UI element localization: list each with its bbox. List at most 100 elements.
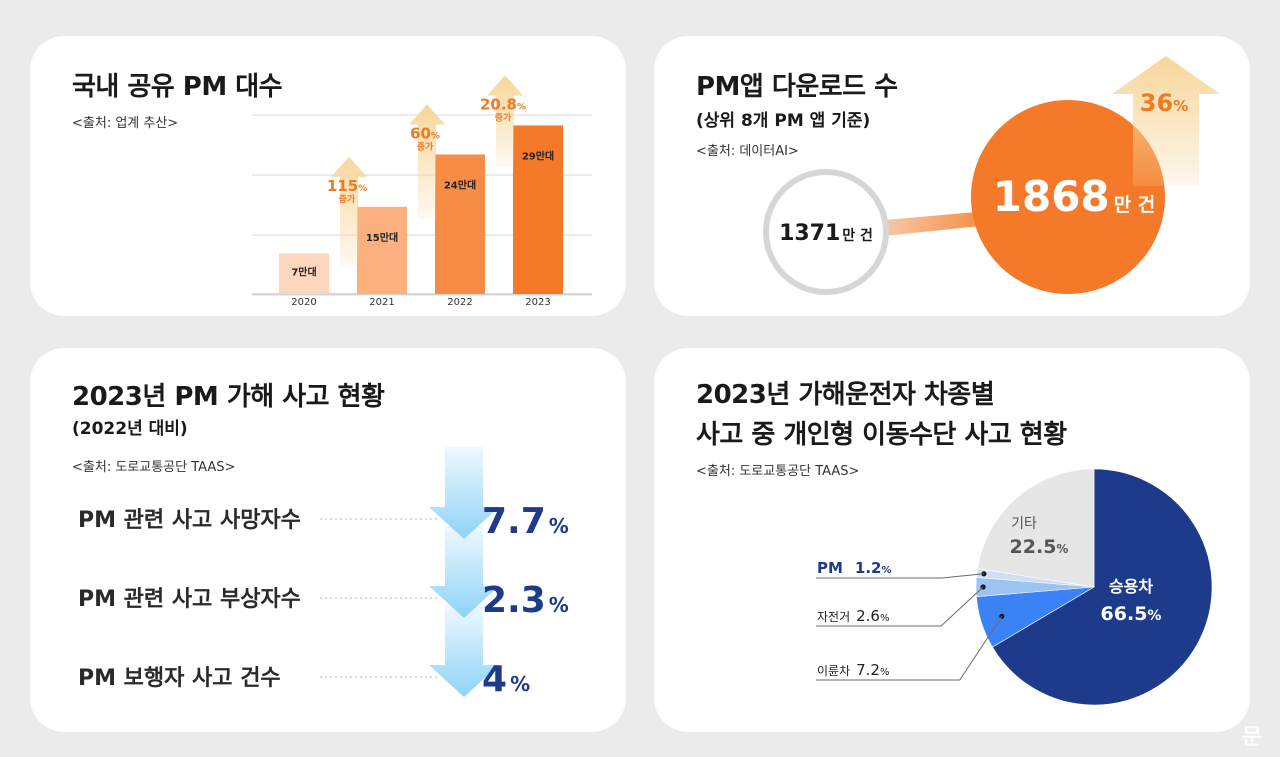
decrease-unit: % bbox=[549, 514, 569, 538]
source-note: <출처: 도로교통공단 TAAS> bbox=[72, 460, 236, 475]
callout-label: 자전거 2.6% bbox=[817, 607, 890, 625]
growth-word: 증가 bbox=[417, 141, 434, 153]
x-tick-label: 2023 bbox=[525, 297, 550, 308]
bar bbox=[435, 154, 485, 294]
growth-value: 60 bbox=[410, 125, 431, 143]
x-tick-label: 2021 bbox=[369, 297, 394, 308]
callout-value: 7.2 bbox=[856, 661, 880, 679]
source-note: <출처: 업계 추산> bbox=[72, 116, 179, 131]
decrease-rate-label: 2.3% bbox=[482, 580, 569, 621]
slice-value: 22.5 bbox=[1010, 536, 1057, 558]
row-label: PM 보행자 사고 건수 bbox=[78, 666, 281, 691]
decrease-unit: % bbox=[549, 593, 569, 617]
decrease-arrow bbox=[429, 526, 499, 618]
pie-slice bbox=[977, 468, 1095, 588]
bar bbox=[279, 253, 329, 294]
growth-unit: % bbox=[517, 102, 526, 112]
panel-title-line2: 사고 중 개인형 이동수단 사고 현황 bbox=[696, 420, 1067, 450]
callout-label: 이륜차 7.2% bbox=[817, 661, 890, 679]
bar bbox=[357, 206, 407, 294]
callout-dot bbox=[999, 613, 1005, 619]
growth-value: 115 bbox=[327, 177, 358, 195]
callout-line bbox=[816, 586, 984, 627]
watermark: 문 bbox=[1241, 725, 1262, 750]
decrease-value: 7.7 bbox=[482, 501, 546, 542]
callout-line bbox=[816, 573, 984, 579]
panel-downloads: PM앱 다운로드 수 (상위 8개 PM 앱 기준) <출처: 데이터AI> 1… bbox=[654, 36, 1250, 316]
growth-value: 36 bbox=[1140, 89, 1173, 117]
callout-unit: % bbox=[880, 667, 890, 678]
growth-rate-label: 20.8% bbox=[480, 95, 526, 113]
panel-title-line1: 2023년 가해운전자 차종별 bbox=[696, 380, 995, 410]
callout-name: PM bbox=[817, 559, 843, 577]
growth-arrow bbox=[331, 156, 367, 266]
slice-name: 기타 bbox=[1011, 516, 1037, 532]
bar bbox=[513, 125, 563, 294]
x-tick-label: 2022 bbox=[447, 297, 472, 308]
decrease-chart: PM 관련 사고 사망자수 7.7 % PM 관련 사고 부상자수 2.3 % PM 보행자… bbox=[78, 447, 569, 700]
callout-label-pm: PM 1.2% bbox=[817, 559, 892, 577]
bubble-2022 bbox=[763, 169, 889, 295]
slice-value: 66.5 bbox=[1101, 603, 1148, 625]
bubble-2023 bbox=[971, 100, 1165, 294]
pie-chart: 승용차 66.5% 기타 22.5% PM 1.2% 자전거 2.6% 이륜차 7.2% bbox=[816, 468, 1213, 706]
bubble-value: 1371 bbox=[779, 221, 840, 246]
bar-chart: 7만대202015만대202124만대202229만대2023115%증가60%… bbox=[252, 75, 592, 308]
callout-name: 자전거 bbox=[817, 610, 850, 624]
bubble-label-1868: 1868 만 건 bbox=[993, 172, 1155, 221]
panel-accidents: 2023년 PM 가해 사고 현황 (2022년 대비) <출처: 도로교통공단… bbox=[30, 348, 626, 732]
bubble-unit: 만 건 bbox=[842, 227, 873, 244]
bar-value-label: 29만대 bbox=[522, 149, 554, 162]
growth-word: 증가 bbox=[495, 111, 512, 123]
growth-rate-label: 36% bbox=[1140, 89, 1188, 117]
growth-unit: % bbox=[358, 184, 367, 194]
panel-vehicle-type: 2023년 가해운전자 차종별 사고 중 개인형 이동수단 사고 현황 <출처:… bbox=[654, 348, 1250, 732]
row-label: PM 관련 사고 사망자수 bbox=[78, 508, 301, 533]
bubble-label-1371: 1371 만 건 bbox=[779, 221, 873, 246]
slice-label-car: 66.5% bbox=[1101, 603, 1162, 625]
callout-dot bbox=[981, 571, 987, 577]
panel-subtitle: (2022년 대비) bbox=[72, 419, 188, 439]
growth-unit: % bbox=[431, 132, 440, 142]
source-note: <출처: 데이터AI> bbox=[696, 144, 799, 159]
row-label: PM 관련 사고 부상자수 bbox=[78, 587, 301, 612]
x-tick-label: 2020 bbox=[291, 297, 316, 308]
panel-title: 국내 공유 PM 대수 bbox=[72, 72, 283, 102]
connector bbox=[884, 211, 990, 236]
decrease-rate-label: 4% bbox=[482, 659, 530, 700]
growth-rate-label: 60% bbox=[410, 125, 440, 143]
slice-label-etc: 22.5% bbox=[1010, 536, 1069, 558]
callout-value: 2.6 bbox=[856, 607, 880, 625]
growth-value: 20.8 bbox=[480, 95, 517, 113]
panel-subtitle: (상위 8개 PM 앱 기준) bbox=[696, 111, 871, 131]
callout-line bbox=[816, 616, 1003, 681]
growth-unit: % bbox=[1173, 97, 1188, 115]
decrease-arrow bbox=[429, 605, 499, 697]
panel-pm-count: 국내 공유 PM 대수 <출처: 업계 추산> 7만대 2020 15만대 2021 2… bbox=[30, 36, 626, 316]
pie-slice bbox=[992, 468, 1213, 706]
callout-unit: % bbox=[882, 565, 892, 576]
bar-value-label: 24만대 bbox=[444, 179, 476, 192]
panel-title: 2023년 PM 가해 사고 현황 bbox=[72, 382, 385, 412]
decrease-rate-label: 7.7% bbox=[482, 501, 569, 542]
source-note: <출처: 도로교통공단 TAAS> bbox=[696, 464, 860, 479]
decrease-arrow bbox=[429, 447, 499, 539]
slice-unit: % bbox=[1056, 542, 1068, 556]
bar-value-label: 7만대 bbox=[291, 265, 316, 278]
slice-unit: % bbox=[1147, 608, 1161, 624]
growth-rate-label: 115% bbox=[327, 177, 367, 195]
callout-unit: % bbox=[880, 613, 890, 624]
slice-name: 승용차 bbox=[1109, 577, 1153, 596]
growth-word: 증가 bbox=[339, 193, 356, 205]
decrease-value: 2.3 bbox=[482, 580, 546, 621]
panel-title: PM앱 다운로드 수 bbox=[696, 72, 898, 102]
growth-arrow bbox=[409, 104, 445, 219]
growth-arrow bbox=[1112, 56, 1220, 186]
decrease-unit: % bbox=[510, 672, 530, 696]
callout-value: 1.2 bbox=[855, 559, 882, 577]
decrease-value: 4 bbox=[482, 659, 507, 700]
bubble-unit: 만 건 bbox=[1114, 194, 1156, 216]
bubble-value: 1868 bbox=[993, 172, 1110, 221]
callout-name: 이륜차 bbox=[817, 664, 850, 678]
